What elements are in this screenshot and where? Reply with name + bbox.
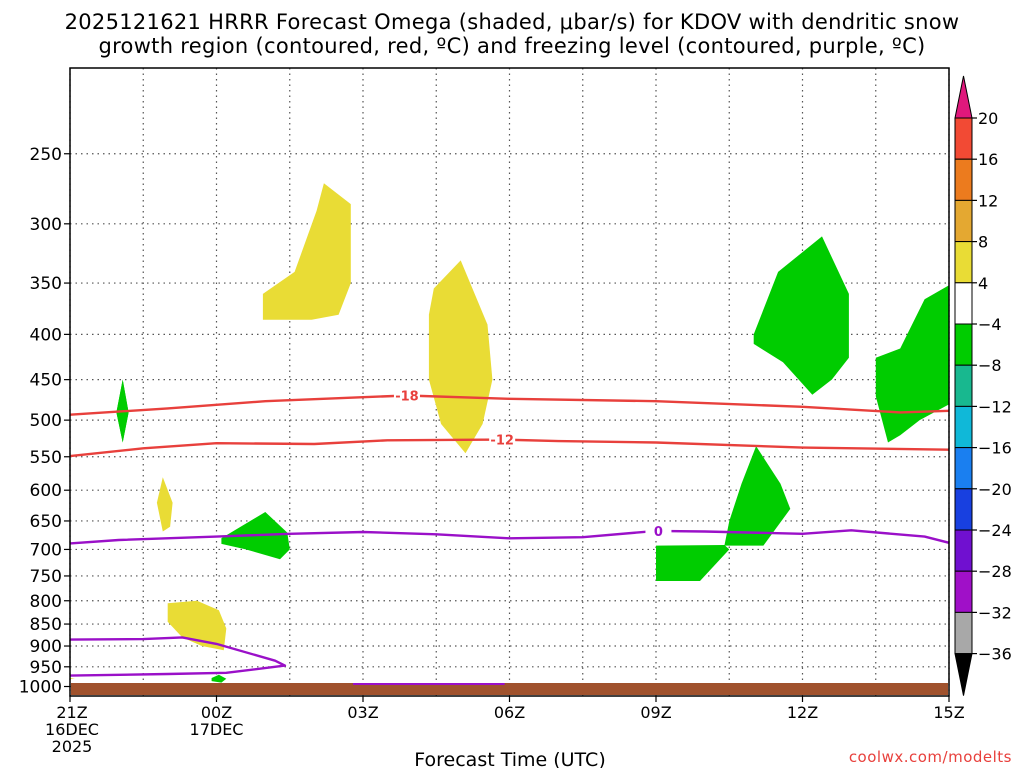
colorbar-bin xyxy=(954,529,973,572)
ground-strip xyxy=(71,683,948,695)
colorbar-label: −4 xyxy=(978,315,1002,334)
colorbar-label: 12 xyxy=(978,191,998,210)
y-tick-label: 600 xyxy=(30,481,62,501)
contour-label: -18 xyxy=(395,390,419,405)
y-tick-label: 900 xyxy=(30,637,62,657)
colorbar-label: 20 xyxy=(978,109,998,128)
colorbar-bin xyxy=(954,570,973,613)
y-tick-label: 1000 xyxy=(19,678,62,698)
pressure-axis: 2503003504004505005506006507007508008509… xyxy=(19,145,70,698)
colorbar-bin xyxy=(954,447,973,490)
omega-shaded-region xyxy=(656,545,730,581)
colorbar-bin xyxy=(954,488,973,531)
y-tick-label: 300 xyxy=(30,215,62,235)
colorbar-bin xyxy=(954,158,973,201)
x-tick-label: 15Z xyxy=(933,703,964,722)
contour-label-background xyxy=(489,431,516,447)
contour-label-background xyxy=(645,522,672,538)
colorbar-label: −8 xyxy=(978,356,1002,375)
colorbar-bin xyxy=(954,364,973,407)
colorbar-bin xyxy=(954,199,973,243)
colorbar-bottom-arrow xyxy=(954,653,973,696)
colorbar-label: 8 xyxy=(978,233,988,252)
colorbar-bin xyxy=(954,282,973,325)
colorbar-bin xyxy=(954,117,973,160)
x-tick-label: 03Z xyxy=(347,703,378,722)
omega-shaded-region xyxy=(167,600,227,651)
colorbar-label: 4 xyxy=(978,274,988,293)
surface-ground-band xyxy=(71,683,948,695)
y-tick-label: 250 xyxy=(30,145,62,165)
y-tick-label: 800 xyxy=(30,592,62,612)
freezing-level-contour xyxy=(70,529,949,545)
y-tick-label: 650 xyxy=(30,512,62,532)
colorbar-label: −20 xyxy=(978,480,1012,499)
colorbar-label: 16 xyxy=(978,150,998,169)
colorbar-label: −32 xyxy=(978,603,1012,622)
x-tick-label: 21Z xyxy=(56,703,87,722)
y-tick-label: 950 xyxy=(30,658,62,678)
omega-shaded-region xyxy=(262,183,351,320)
contour-lines: -18 -12 0 xyxy=(70,387,949,677)
colorbar-label: −16 xyxy=(978,439,1012,458)
x-tick-label: 16DEC xyxy=(45,720,99,739)
colorbar-label: −12 xyxy=(978,397,1012,416)
x-tick-label: 17DEC xyxy=(190,720,244,739)
omega-shaded-region xyxy=(156,477,173,532)
omega-shading xyxy=(70,183,949,683)
x-tick-label: 2025 xyxy=(52,737,93,756)
y-tick-label: 350 xyxy=(30,274,62,294)
x-tick-label: 06Z xyxy=(494,703,525,722)
omega-shaded-region xyxy=(724,446,791,546)
x-tick-label: 12Z xyxy=(787,703,818,722)
colorbar-label: −36 xyxy=(978,645,1012,664)
y-tick-label: 700 xyxy=(30,540,62,560)
freezing-level-contour xyxy=(70,636,287,677)
colorbar-label: −28 xyxy=(978,562,1012,581)
colorbar-bin xyxy=(954,405,973,449)
x-axis-label: Forecast Time (UTC) xyxy=(414,749,605,768)
contour-label: 0 xyxy=(654,525,663,540)
omega-shaded-region xyxy=(875,285,949,443)
snow-growth-contour xyxy=(70,438,949,458)
chart-title-line-2: growth region (contoured, red, ºC) and f… xyxy=(98,34,926,58)
omega-colorbar: 20 16 12 8 4 −4 −8 −12 −16 −20 −24 −28 −32 −36 xyxy=(954,75,1012,696)
contour-label: -12 xyxy=(490,434,514,449)
x-tick-label: 00Z xyxy=(201,703,232,722)
contour-label-background xyxy=(393,387,420,403)
y-tick-label: 500 xyxy=(30,411,62,431)
credit-text: coolwx.com/modelts xyxy=(849,748,1012,766)
chart-title-line-1: 2025121621 HRRR Forecast Omega (shaded, … xyxy=(64,10,960,34)
omega-shaded-region xyxy=(70,677,75,679)
x-tick-label: 09Z xyxy=(640,703,671,722)
colorbar-bin xyxy=(954,611,973,655)
snow-growth-contour xyxy=(70,394,949,416)
colorbar-top-arrow xyxy=(954,75,973,119)
colorbar-label: −24 xyxy=(978,521,1012,540)
y-tick-label: 450 xyxy=(30,371,62,391)
colorbar-bin xyxy=(954,323,973,366)
omega-shaded-region xyxy=(428,260,493,454)
y-tick-label: 550 xyxy=(30,448,62,468)
omega-shaded-region xyxy=(211,674,227,683)
y-tick-label: 400 xyxy=(30,325,62,345)
colorbar-bin xyxy=(954,241,973,284)
omega-shaded-region xyxy=(753,236,849,395)
y-tick-label: 750 xyxy=(30,567,62,587)
y-tick-label: 850 xyxy=(30,615,62,635)
